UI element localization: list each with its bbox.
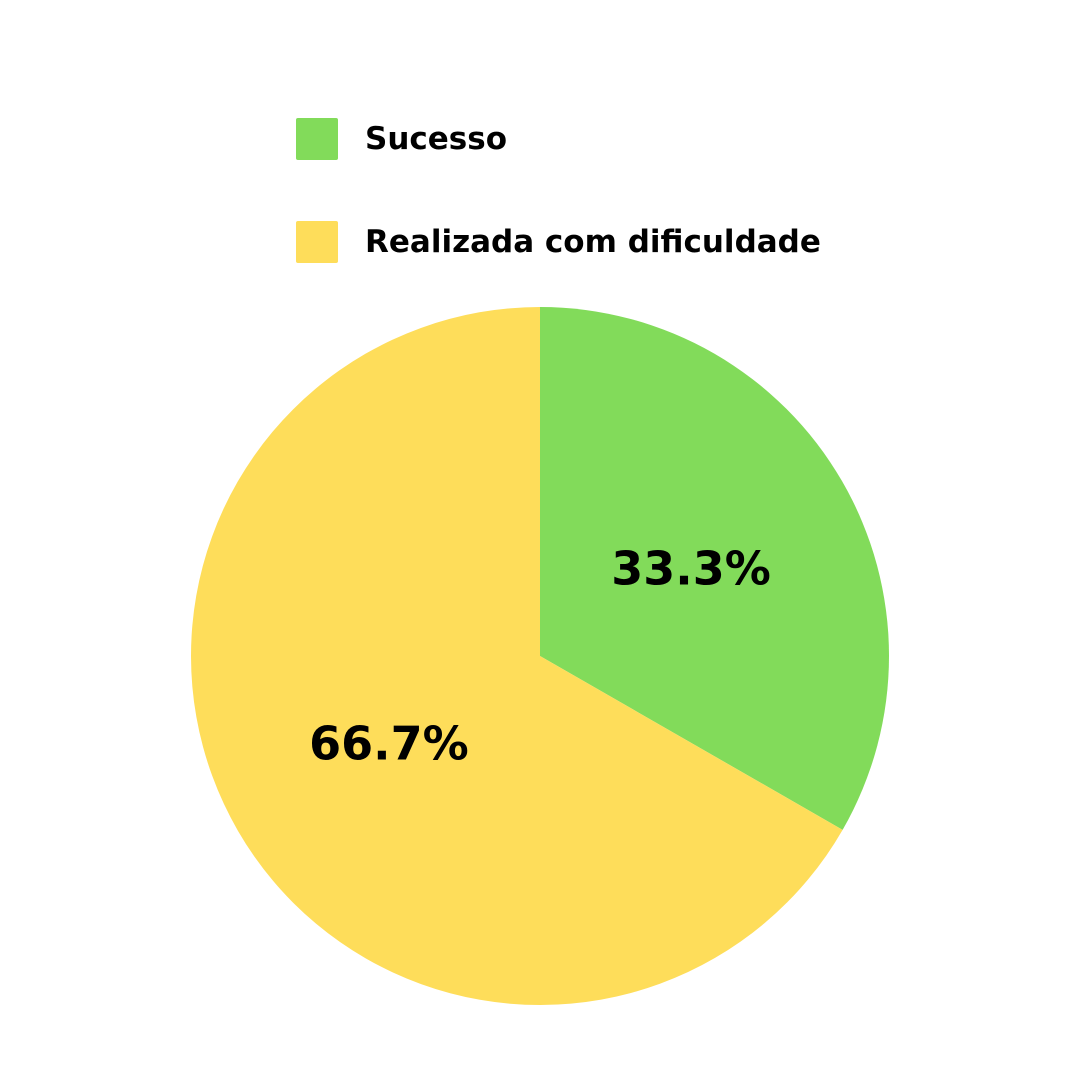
- legend-item-realizada-com-dificuldade: Realizada com dificuldade: [296, 221, 821, 263]
- legend-swatch-sucesso: [296, 118, 338, 160]
- legend-item-sucesso: Sucesso: [296, 118, 821, 160]
- pie-slice-sucesso: [540, 307, 889, 830]
- legend-label-realizada-com-dificuldade: Realizada com dificuldade: [365, 224, 821, 260]
- pie-data-labels: 33.3% 66.7%: [309, 542, 771, 771]
- pie-slice-realizada-com-dificuldade: [190, 306, 843, 1005]
- legend-label-sucesso: Sucesso: [365, 121, 507, 157]
- data-label-realizada-com-dificuldade: 66.7%: [309, 716, 469, 770]
- legend-swatch-realizada-com-dificuldade: [296, 221, 338, 263]
- data-label-sucesso: 33.3%: [611, 542, 771, 596]
- legend: Sucesso Realizada com dificuldade: [296, 118, 821, 324]
- pie-slices: [190, 306, 889, 1005]
